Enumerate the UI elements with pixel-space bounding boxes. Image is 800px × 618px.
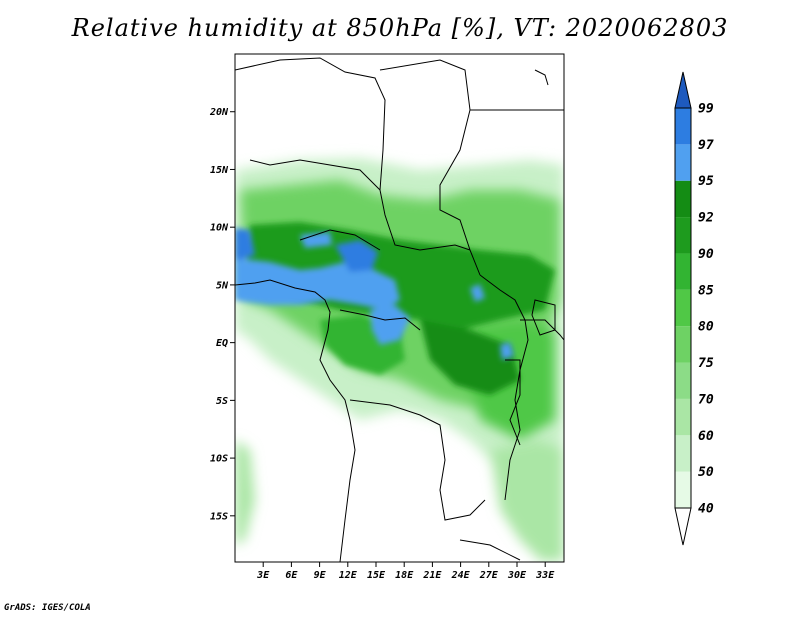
colorbar-level-label: 90 [698, 247, 714, 262]
lon-tick-label: 30E [507, 570, 527, 581]
colorbar-segment [675, 144, 691, 181]
border-cameroon-chad [379, 189, 471, 251]
lon-tick-label: 6E [285, 570, 298, 581]
colorbar-below-triangle [674, 507, 692, 546]
border-south [459, 539, 521, 561]
lon-tick-label: 21E [422, 570, 442, 581]
border-central [379, 59, 481, 276]
colorbar-level-label: 85 [698, 283, 714, 298]
map-title: Relative humidity at 850hPa [%], VT: 202… [71, 14, 729, 42]
colorbar-segment [675, 398, 691, 436]
colorbar-segment [675, 326, 691, 363]
colorbar-above-triangle [674, 71, 692, 109]
lon-tick-label: 3E [256, 570, 270, 581]
border-angola [349, 399, 486, 521]
lat-tick-label: 15S [210, 511, 228, 522]
colorbar-level-label: 80 [698, 320, 714, 335]
border-north [235, 57, 386, 192]
colorbar-segment [675, 435, 691, 472]
coastline-west [235, 279, 356, 562]
longitude-axis: 3E 6E 9E 12E 15E 18E 21E 24E 27E 30E 33E [256, 562, 555, 581]
colorbar-segment [675, 362, 691, 399]
colorbar-segment [675, 289, 691, 327]
border-nigeria [299, 229, 381, 251]
humidity-field [235, 158, 564, 562]
lon-tick-label: 24E [451, 570, 471, 581]
colorbar-segment [675, 253, 691, 290]
lat-tick-label: 10S [210, 454, 228, 465]
lon-tick-label: 15E [367, 570, 386, 581]
map-frame [234, 53, 565, 563]
colorbar-level-label: 97 [698, 138, 714, 153]
lat-tick-label: 20N [209, 107, 229, 118]
colorbar-level-label: 75 [698, 356, 714, 371]
country-borders [235, 57, 564, 562]
colorbar-level-label: 50 [698, 465, 714, 480]
colorbar-segment [675, 217, 691, 254]
coast-red-sea [534, 69, 549, 86]
lat-tick-label: 5N [216, 280, 229, 291]
lake-tanganyika [505, 359, 521, 446]
lake-victoria [531, 299, 556, 336]
lat-tick-label: 10N [210, 223, 229, 234]
border-congo [339, 309, 421, 331]
lon-tick-label: 33E [535, 570, 555, 581]
colorbar-frame [674, 107, 692, 509]
lon-tick-label: 27E [479, 570, 499, 581]
lat-tick-label: 5S [216, 396, 228, 407]
border-east [479, 274, 529, 501]
colorbar-level-label: 60 [698, 429, 714, 444]
lon-tick-label: 12E [339, 570, 358, 581]
colorbar-level-label: 95 [698, 174, 714, 189]
colorbar: 40 50 60 70 75 80 85 90 92 95 97 99 [674, 71, 714, 546]
humidity-band-saturated [235, 228, 514, 360]
colorbar-level-label: 40 [698, 502, 714, 517]
colorbar-segment [675, 471, 691, 508]
latitude-axis: 20N 15N 10N 5N EQ 5S 10S 15S [209, 107, 235, 522]
lon-tick-label: 9E [314, 570, 327, 581]
colorbar-segment [675, 108, 691, 145]
lat-tick-label: 15N [210, 165, 229, 176]
lat-tick-label: EQ [216, 338, 228, 349]
grads-credit: GrADS: IGES/COLA [4, 603, 91, 613]
border-uganda [520, 319, 564, 341]
colorbar-level-label: 70 [698, 392, 714, 407]
lon-tick-label: 18E [395, 570, 414, 581]
colorbar-segment [675, 180, 691, 218]
colorbar-level-label: 92 [698, 211, 714, 226]
colorbar-level-label: 99 [698, 102, 714, 117]
